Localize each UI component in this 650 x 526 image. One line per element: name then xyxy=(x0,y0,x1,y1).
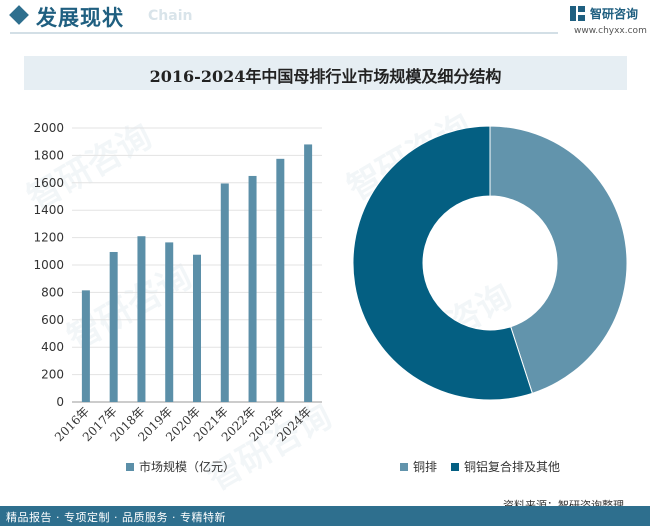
section-title: 发展现状 xyxy=(36,6,124,30)
y-tick-label: 1800 xyxy=(33,148,64,162)
chart-title-bar: 2016-2024年中国母排行业市场规模及细分结构 xyxy=(24,56,627,90)
bar-legend-swatch xyxy=(126,462,134,471)
donut-legend-label-0: 铜排 xyxy=(413,460,438,474)
donut-legend-label-1: 铜铝复合排及其他 xyxy=(464,460,561,474)
section-subtitle: Chain xyxy=(148,8,193,24)
y-tick-label: 1000 xyxy=(33,258,64,272)
y-tick-label: 800 xyxy=(41,285,64,299)
donut-legend-entry: 铜铝复合排及其他 xyxy=(451,458,560,475)
chart-title: 2016-2024年中国母排行业市场规模及细分结构 xyxy=(149,67,502,86)
donut-legend: 铜排 铜铝复合排及其他 xyxy=(400,458,574,475)
bar xyxy=(248,175,257,402)
donut-legend-entry: 铜排 xyxy=(400,458,437,475)
y-tick-label: 200 xyxy=(41,368,64,382)
header: 发展现状 Chain 智研咨询 www.chyxx.com xyxy=(0,0,650,40)
donut-legend-swatch-1 xyxy=(451,462,460,471)
y-tick-label: 2000 xyxy=(33,121,64,135)
bar xyxy=(109,251,118,402)
y-tick-label: 1600 xyxy=(33,176,64,190)
bar-chart: 0200400600800100012001400160018002000201… xyxy=(33,121,322,444)
bar xyxy=(276,158,285,402)
brand-logo-icon xyxy=(570,6,585,21)
bar xyxy=(304,144,313,402)
bar-legend: 市场规模（亿元） xyxy=(126,458,235,475)
brand-url: www.chyxx.com xyxy=(574,26,647,36)
bar xyxy=(193,254,201,402)
bar xyxy=(81,290,90,402)
footer-bar: 精品报告 · 专项定制 · 品质服务 · 专精特新 xyxy=(0,506,650,526)
header-divider xyxy=(10,32,558,34)
y-tick-label: 1200 xyxy=(33,231,64,245)
y-tick-label: 600 xyxy=(41,313,64,327)
donut-slice xyxy=(352,125,533,401)
donut-legend-swatch-0 xyxy=(400,462,408,471)
footer-text: 精品报告 · 专项定制 · 品质服务 · 专精特新 xyxy=(6,511,226,524)
y-tick-label: 1400 xyxy=(33,203,64,217)
donut-chart xyxy=(352,125,628,401)
bar xyxy=(137,236,146,402)
bar xyxy=(165,242,174,402)
bar xyxy=(220,183,229,402)
y-tick-label: 0 xyxy=(56,395,64,409)
y-tick-label: 400 xyxy=(41,340,64,354)
donut-slice xyxy=(489,125,628,394)
brand-name: 智研咨询 xyxy=(590,7,639,21)
diamond-icon xyxy=(9,5,29,25)
bar-legend-label: 市场规模（亿元） xyxy=(139,460,236,474)
